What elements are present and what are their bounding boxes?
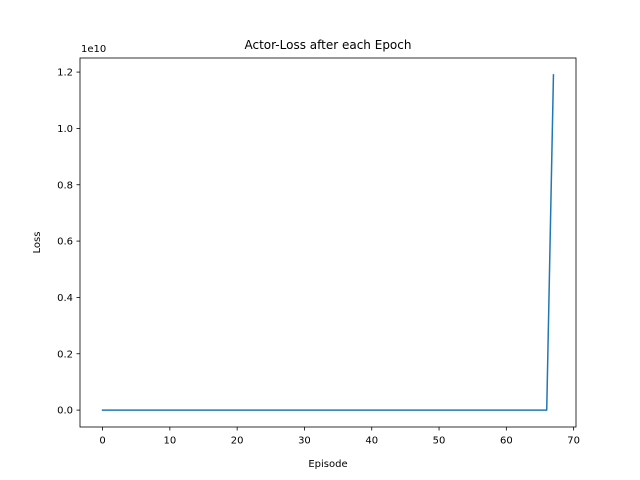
x-tick-label: 10 xyxy=(163,436,176,447)
x-tick-label: 60 xyxy=(500,436,513,447)
chart-title: Actor-Loss after each Epoch xyxy=(245,38,412,52)
y-tick-label: 0.0 xyxy=(57,406,73,417)
y-axis-ticks: 0.0 0.2 0.4 0.6 0.8 1.0 1.2 xyxy=(57,68,80,417)
series-line-0 xyxy=(101,74,555,411)
y-tick-label: 0.2 xyxy=(57,349,73,360)
x-tick-label: 50 xyxy=(433,436,446,447)
x-tick-label: 0 xyxy=(99,436,105,447)
x-axis-ticks: 0 10 20 30 40 50 60 70 xyxy=(99,427,580,447)
plot-frame xyxy=(79,57,577,428)
y-axis-offset-label: 1e10 xyxy=(81,44,106,55)
x-tick-label: 20 xyxy=(231,436,244,447)
y-tick-label: 0.6 xyxy=(57,237,73,248)
y-tick-label: 1.2 xyxy=(57,68,73,79)
y-tick-label: 0.4 xyxy=(57,293,73,304)
x-tick-label: 40 xyxy=(365,436,378,447)
y-axis-label: Loss xyxy=(32,232,43,254)
plot-series xyxy=(101,74,555,411)
x-axis-label: Episode xyxy=(308,459,347,470)
y-tick-label: 1.0 xyxy=(57,124,73,135)
x-tick-label: 70 xyxy=(567,436,580,447)
y-tick-label: 0.8 xyxy=(57,180,73,191)
x-tick-label: 30 xyxy=(298,436,311,447)
